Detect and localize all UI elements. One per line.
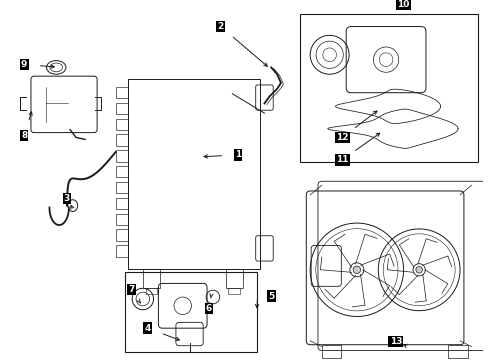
Bar xyxy=(116,198,128,209)
Bar xyxy=(143,269,160,288)
Ellipse shape xyxy=(416,266,422,273)
Bar xyxy=(116,245,128,257)
Bar xyxy=(116,134,128,146)
Text: 10: 10 xyxy=(397,0,410,9)
Bar xyxy=(300,14,478,162)
Bar xyxy=(116,87,128,98)
Text: 1: 1 xyxy=(235,150,241,159)
Text: 7: 7 xyxy=(128,285,134,294)
Bar xyxy=(448,345,468,358)
Bar xyxy=(116,213,128,225)
Text: 6: 6 xyxy=(206,304,212,313)
Text: 2: 2 xyxy=(218,22,224,31)
Bar xyxy=(116,118,128,130)
Text: 3: 3 xyxy=(64,194,70,203)
Bar xyxy=(228,288,240,294)
Bar xyxy=(225,269,243,288)
Bar xyxy=(116,166,128,177)
Bar xyxy=(116,182,128,193)
Text: 13: 13 xyxy=(390,337,402,346)
Text: 11: 11 xyxy=(336,156,348,165)
Text: 12: 12 xyxy=(336,133,348,142)
Bar xyxy=(116,229,128,241)
Text: 4: 4 xyxy=(145,324,151,333)
Bar xyxy=(128,79,260,269)
Text: 9: 9 xyxy=(21,60,27,69)
Text: 8: 8 xyxy=(21,131,27,140)
Bar xyxy=(116,103,128,114)
Bar xyxy=(116,150,128,162)
Bar xyxy=(125,272,257,351)
Bar xyxy=(146,288,157,294)
Bar xyxy=(322,345,342,358)
Text: 5: 5 xyxy=(268,292,274,301)
Ellipse shape xyxy=(353,266,361,274)
